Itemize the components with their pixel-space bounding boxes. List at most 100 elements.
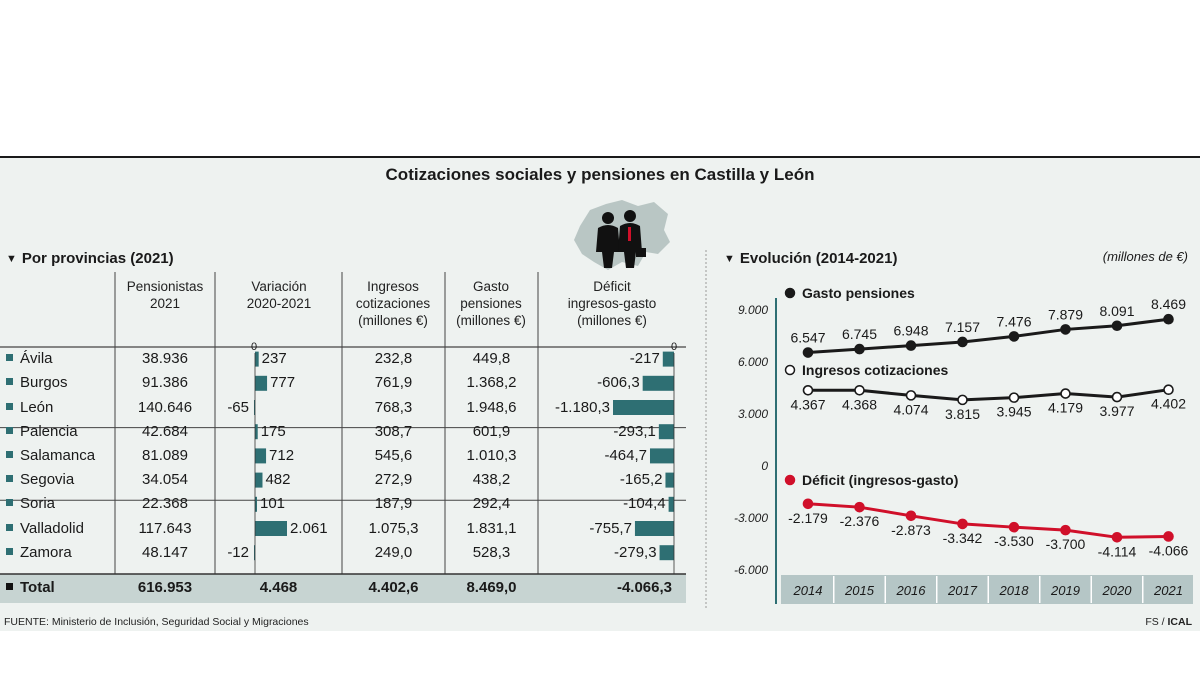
ingresos-value: 1.075,3	[368, 519, 419, 537]
deficit-value: -104,4	[623, 495, 666, 513]
variation-bar	[255, 424, 258, 440]
x-tick-label: 2020	[1102, 583, 1133, 598]
province-label: Salamanca	[6, 447, 95, 464]
total-name: Total	[20, 579, 55, 596]
data-point	[957, 336, 968, 348]
variation-bar	[254, 545, 255, 561]
header-line: Ingresos	[367, 279, 419, 294]
total-gasto: 8.469,0	[466, 579, 517, 596]
data-label: 4.368	[842, 396, 877, 412]
variation-bar	[255, 351, 259, 367]
data-point	[1008, 521, 1020, 533]
column-header: Déficit ingresos-gasto (millones €)	[542, 278, 682, 329]
data-point	[1111, 391, 1123, 403]
data-label: 4.367	[790, 396, 825, 412]
header-line: 2020-2021	[246, 296, 312, 311]
bullet-square-icon	[6, 499, 13, 507]
x-tick-label: 2017	[947, 583, 978, 598]
header-line: pensiones	[460, 296, 522, 311]
x-tick-label: 2015	[844, 583, 875, 598]
chart-section-title: ▼ Evolución (2014-2021)	[724, 250, 898, 267]
total-label: Total	[6, 579, 55, 596]
gasto-value: 292,4	[472, 495, 511, 513]
ingresos-value: 249,0	[374, 543, 413, 561]
units-note: (millones de €)	[1102, 249, 1188, 264]
data-point	[1111, 320, 1123, 332]
deficit-value: -755,7	[589, 519, 632, 537]
series-line	[807, 502, 1169, 539]
y-tick-label: 0	[761, 459, 768, 473]
series-line	[807, 388, 1169, 402]
legend-gasto: Gasto pensiones	[802, 285, 915, 301]
bullet-square-icon	[6, 523, 13, 531]
data-label: -3.342	[943, 530, 983, 546]
deficit-bar	[642, 375, 674, 391]
y-tick-label: -3.000	[734, 511, 768, 525]
variation-value: 482	[265, 471, 291, 489]
bullet-square-icon	[6, 450, 13, 458]
legend-deficit: Déficit (ingresos-gasto)	[802, 472, 958, 488]
data-label: -4.114	[1098, 543, 1137, 559]
deficit-value: -217	[629, 350, 660, 368]
gasto-value: 601,9	[472, 422, 511, 440]
ingresos-value: 232,8	[374, 350, 413, 368]
pensionistas-value: 81.089	[142, 446, 188, 464]
x-tick-label: 2014	[793, 583, 823, 598]
table-section-title: ▼ Por provincias (2021)	[6, 250, 174, 267]
deficit-bar	[659, 545, 674, 561]
gasto-value: 1.831,1	[466, 519, 517, 537]
data-point	[1163, 313, 1174, 325]
deficit-bar	[613, 400, 674, 415]
province-name: Palencia	[20, 422, 78, 440]
bullet-square-icon	[6, 378, 13, 386]
data-label: -2.873	[891, 522, 931, 538]
deficit-bar	[634, 521, 674, 536]
bullet-square-icon	[6, 354, 13, 362]
bullet-square-icon	[6, 402, 13, 410]
deficit-bar	[662, 351, 674, 367]
deficit-value: -165,2	[619, 471, 663, 489]
data-point	[905, 510, 917, 522]
variation-bar	[255, 472, 263, 488]
triangle-icon: ▼	[6, 253, 17, 265]
pensionistas-value: 140.646	[137, 398, 193, 416]
data-point	[854, 343, 865, 355]
pensionistas-value: 42.684	[142, 422, 188, 440]
data-point	[1008, 392, 1020, 403]
data-label: 4.179	[1048, 400, 1083, 416]
province-name: León	[20, 398, 54, 416]
variation-bar	[255, 375, 268, 391]
data-label: 6.547	[790, 330, 825, 346]
x-tick-label: 2019	[1050, 583, 1080, 598]
y-tick-label: 3.000	[738, 407, 768, 421]
total-pensionistas: 616.953	[137, 579, 193, 596]
main-title: Cotizaciones sociales y pensiones en Cas…	[385, 165, 815, 184]
deficit-value: -1.180,3	[554, 398, 610, 416]
data-point	[1060, 388, 1071, 399]
header-line: Gasto	[472, 279, 510, 294]
gasto-value: 528,3	[472, 543, 511, 561]
deficit-bar	[658, 424, 674, 440]
legend-marker	[784, 287, 796, 299]
gasto-value: 1.368,2	[466, 374, 517, 392]
pensionistas-value: 117.643	[138, 519, 192, 537]
data-label: 6.745	[842, 326, 877, 342]
variation-value: 237	[261, 350, 287, 368]
evolution-line-chart: 9.000 6.000 3.000 0 -3.000 -6.000 2014 2015 2016…	[705, 250, 1193, 608]
ingresos-value: 768,3	[374, 398, 413, 416]
data-point	[1163, 384, 1174, 395]
province-name: Salamanca	[20, 446, 96, 464]
province-name: Valladolid	[20, 519, 84, 537]
data-point	[802, 347, 814, 358]
data-label: -4.066	[1149, 542, 1189, 558]
legend-ingresos: Ingresos cotizaciones	[802, 362, 948, 378]
variation-bar	[255, 521, 287, 536]
header-line: Pensionistas	[126, 279, 204, 294]
province-label: Zamora	[6, 544, 72, 561]
data-point	[905, 340, 917, 351]
data-label: 3.977	[1099, 403, 1134, 419]
header-line: cotizaciones	[355, 296, 431, 311]
data-label: 3.945	[996, 404, 1031, 420]
province-name: Segovia	[20, 471, 75, 489]
province-label: Segovia	[6, 471, 74, 488]
